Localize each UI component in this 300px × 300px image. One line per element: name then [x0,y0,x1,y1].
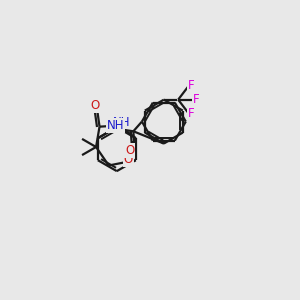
Text: O: O [91,99,100,112]
Text: F: F [188,79,195,92]
Text: N: N [121,115,129,128]
Text: F: F [188,107,195,120]
Text: H: H [115,119,123,129]
Text: F: F [193,93,199,106]
Text: O: O [124,153,133,166]
Text: NH: NH [113,116,130,128]
Text: O: O [125,144,134,157]
Text: NH: NH [107,119,124,132]
